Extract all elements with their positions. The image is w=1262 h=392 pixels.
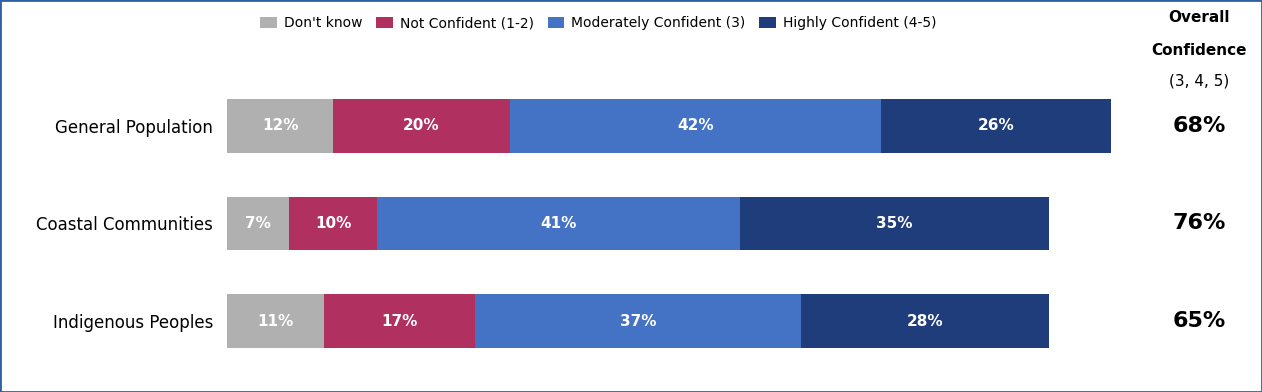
Text: 17%: 17% xyxy=(381,314,418,329)
Text: 7%: 7% xyxy=(245,216,271,231)
Text: 28%: 28% xyxy=(906,314,944,329)
Legend: Don't know, Not Confident (1-2), Moderately Confident (3), Highly Confident (4-5: Don't know, Not Confident (1-2), Moderat… xyxy=(255,11,941,36)
Text: 76%: 76% xyxy=(1172,213,1225,234)
Text: 20%: 20% xyxy=(403,118,440,133)
Bar xyxy=(475,294,801,348)
Bar xyxy=(801,294,1049,348)
Bar xyxy=(289,196,377,250)
Text: (3, 4, 5): (3, 4, 5) xyxy=(1169,73,1229,88)
Bar xyxy=(227,294,324,348)
Text: Overall: Overall xyxy=(1169,10,1229,25)
Bar xyxy=(377,196,740,250)
Text: 35%: 35% xyxy=(876,216,912,231)
Text: 65%: 65% xyxy=(1172,311,1225,331)
Text: 42%: 42% xyxy=(676,118,714,133)
Bar xyxy=(881,99,1111,152)
Text: 12%: 12% xyxy=(262,118,298,133)
Text: 26%: 26% xyxy=(977,118,1015,133)
Text: 37%: 37% xyxy=(620,314,656,329)
Bar xyxy=(324,294,475,348)
Bar xyxy=(227,196,289,250)
Bar xyxy=(333,99,510,152)
Bar xyxy=(227,99,333,152)
Text: Confidence: Confidence xyxy=(1151,43,1247,58)
Text: 41%: 41% xyxy=(540,216,577,231)
Text: 68%: 68% xyxy=(1172,116,1225,136)
Text: 10%: 10% xyxy=(316,216,351,231)
Text: 11%: 11% xyxy=(257,314,294,329)
Bar xyxy=(510,99,881,152)
Bar xyxy=(740,196,1049,250)
